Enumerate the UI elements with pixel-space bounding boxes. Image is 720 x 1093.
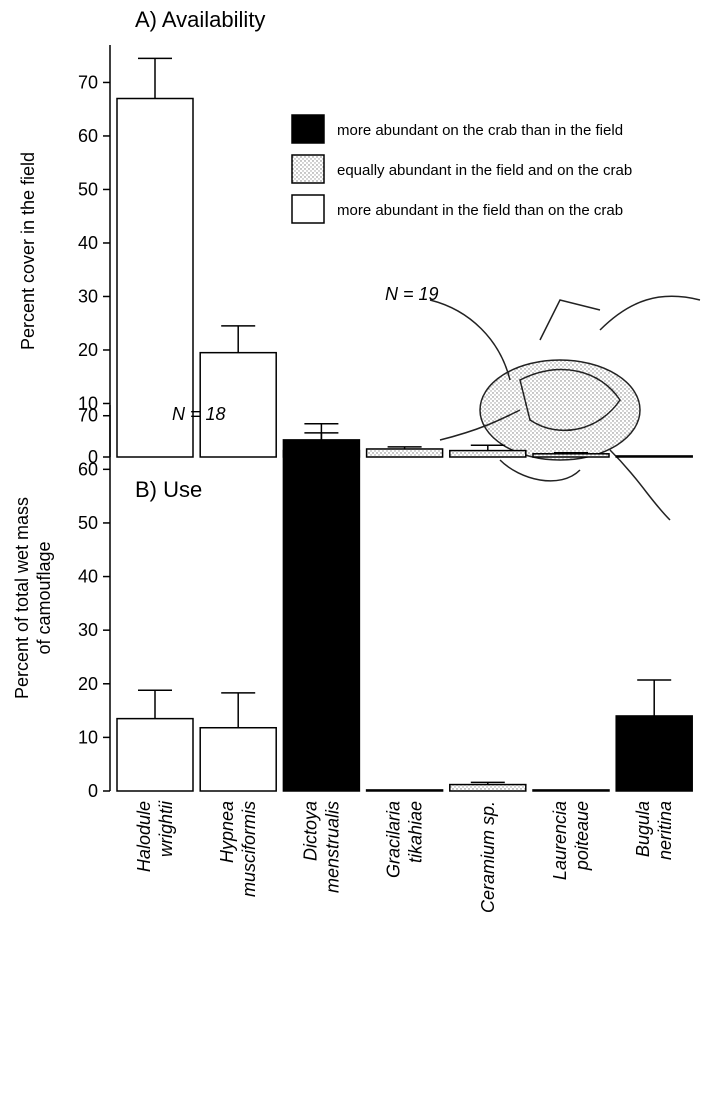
y-tick-label: 0 — [88, 447, 98, 467]
y-tick-label: 60 — [78, 126, 98, 146]
bar — [199, 726, 277, 792]
y-tick-label: 40 — [78, 233, 98, 253]
y-tick-label: 30 — [78, 286, 98, 306]
x-tick-label: Dictoya — [300, 801, 320, 861]
y-tick-label: 70 — [78, 72, 98, 92]
legend-label: equally abundant in the field and on the… — [337, 162, 632, 179]
x-tick-label: Bugula — [633, 801, 653, 857]
x-tick-label: Halodule — [134, 801, 154, 872]
x-tick-label: tikahiae — [406, 801, 426, 863]
x-tick-label: menstrualis — [322, 801, 342, 893]
x-tick-label: musciformis — [239, 801, 259, 897]
bar — [449, 449, 527, 458]
y-axis-label: of camouflage — [34, 541, 54, 654]
x-tick-label: Laurencia — [550, 801, 570, 880]
bar — [615, 455, 693, 458]
bar — [532, 789, 610, 792]
y-tick-label: 50 — [78, 513, 98, 533]
panel-title: A) Availability — [135, 7, 265, 32]
y-tick-label: 40 — [78, 567, 98, 587]
x-tick-label: neritina — [655, 801, 675, 860]
annotation: N = 18 — [172, 404, 226, 424]
y-tick-label: 60 — [78, 459, 98, 479]
y-tick-label: 20 — [78, 674, 98, 694]
bar — [116, 717, 194, 792]
crab-illustration — [429, 295, 701, 521]
bar — [449, 783, 527, 792]
bar — [365, 448, 444, 458]
x-tick-label: Ceramium sp. — [478, 801, 498, 913]
y-axis-label: Percent of total wet mass — [12, 497, 32, 699]
bar — [199, 351, 277, 458]
y-tick-label: 70 — [78, 406, 98, 426]
legend-swatch — [291, 154, 325, 184]
y-tick-label: 10 — [78, 393, 98, 413]
bar — [532, 453, 610, 458]
annotation: N = 19 — [385, 284, 439, 304]
bar — [365, 789, 444, 792]
x-tick-label: Hypnea — [217, 801, 237, 863]
panel-title: B) Use — [135, 477, 202, 502]
x-tick-label: poiteaue — [572, 801, 592, 871]
bar — [116, 97, 194, 458]
x-tick-label: Gracilaria — [384, 801, 404, 878]
legend-swatch — [291, 194, 325, 224]
y-tick-label: 10 — [78, 727, 98, 747]
bar — [615, 715, 693, 792]
legend-label: more abundant in the field than on the c… — [337, 202, 623, 219]
y-tick-label: 50 — [78, 179, 98, 199]
legend-swatch — [291, 114, 325, 144]
y-axis-label: Percent cover in the field — [18, 152, 38, 350]
x-tick-label: wrightii — [156, 800, 176, 857]
legend-label: more abundant on the crab than in the fi… — [337, 122, 623, 139]
y-tick-label: 20 — [78, 340, 98, 360]
bar — [282, 449, 361, 792]
y-tick-label: 0 — [88, 781, 98, 801]
y-tick-label: 30 — [78, 620, 98, 640]
